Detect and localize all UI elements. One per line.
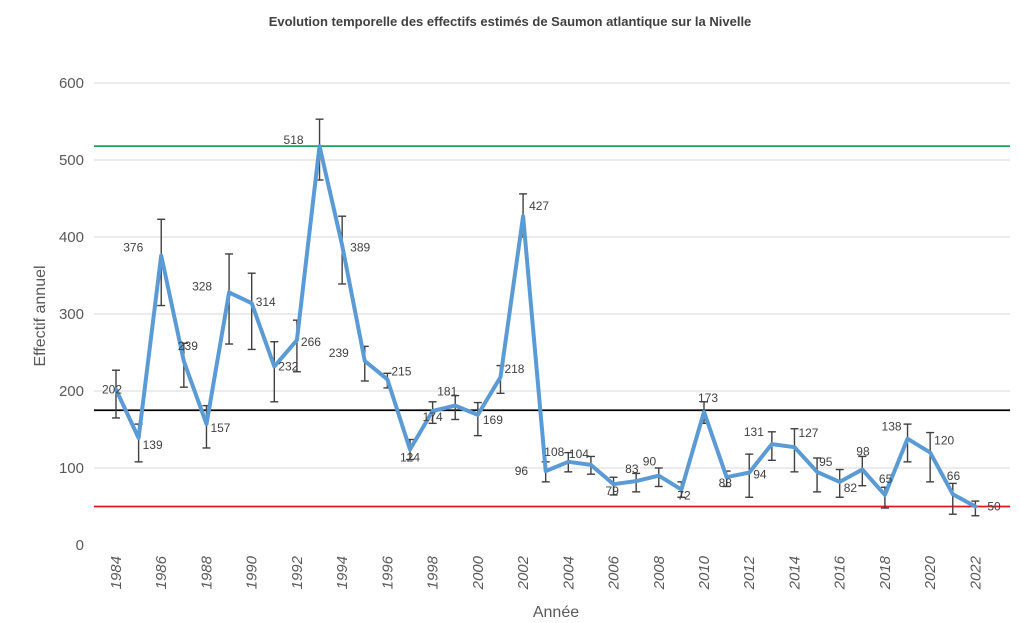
data-label: 215: [391, 364, 411, 378]
chart-title: Evolution temporelle des effectifs estim…: [269, 14, 752, 29]
data-label: 66: [947, 469, 961, 483]
data-label: 50: [987, 500, 1001, 514]
y-axis-ticks: 0 100 200 300 400 500 600: [59, 75, 84, 554]
data-label: 328: [192, 279, 212, 293]
data-label: 72: [677, 489, 691, 503]
x-tick-label: 2002: [515, 555, 532, 590]
data-label: 83: [625, 462, 639, 476]
x-tick-label: 2010: [696, 555, 713, 590]
x-tick-label: 2020: [922, 555, 939, 590]
y-tick-label: 600: [59, 75, 84, 92]
data-label: 108: [544, 445, 564, 459]
x-tick-label: 2008: [651, 555, 668, 590]
y-tick-label: 200: [59, 383, 84, 400]
y-tick-label: 300: [59, 306, 84, 323]
data-label: 174: [423, 410, 443, 424]
x-tick-label: 2006: [606, 555, 623, 590]
x-tick-label: 1994: [334, 556, 351, 589]
y-axis-title: Effectif annuel: [32, 265, 49, 366]
data-label: 518: [284, 133, 304, 147]
x-tick-label: 2000: [470, 555, 487, 590]
data-label: 389: [350, 240, 370, 254]
x-tick-label: 2022: [967, 555, 984, 590]
data-label: 314: [256, 295, 276, 309]
data-label: 90: [643, 455, 657, 469]
x-tick-label: 2004: [560, 556, 577, 590]
y-tick-label: 100: [59, 460, 84, 477]
y-tick-label: 0: [76, 537, 84, 554]
data-label: 124: [400, 451, 420, 465]
x-tick-label: 1990: [244, 555, 261, 589]
data-label: 131: [744, 425, 764, 439]
y-tick-label: 500: [59, 152, 84, 169]
data-label: 95: [819, 455, 833, 469]
x-tick-label: 1986: [153, 555, 170, 589]
x-tick-label: 1988: [198, 555, 215, 589]
data-label: 202: [102, 382, 122, 396]
x-tick-label: 2014: [786, 556, 803, 590]
x-tick-label: 2012: [741, 555, 758, 590]
data-label: 120: [934, 434, 954, 448]
data-label: 427: [529, 199, 549, 213]
data-label: 65: [879, 472, 893, 486]
data-label: 127: [798, 426, 818, 440]
data-label: 138: [882, 420, 902, 434]
gridlines: [94, 82, 1010, 469]
y-tick-label: 400: [59, 229, 84, 246]
data-label: 96: [515, 464, 529, 478]
data-label: 98: [856, 445, 870, 459]
data-label: 218: [504, 362, 524, 376]
data-label: 181: [437, 385, 457, 399]
x-tick-label: 1998: [425, 555, 442, 589]
data-label: 82: [844, 481, 858, 495]
data-label: 104: [569, 447, 589, 461]
data-label: 266: [301, 335, 321, 349]
x-tick-label: 2016: [832, 555, 849, 590]
data-label: 79: [606, 484, 620, 498]
data-label: 94: [753, 468, 767, 482]
x-tick-label: 1984: [108, 556, 125, 589]
reference-lines: [94, 145, 1010, 508]
series-line: [114, 144, 978, 509]
data-label: 376: [123, 240, 143, 254]
data-label: 239: [178, 339, 198, 353]
x-axis-title: Année: [533, 604, 579, 621]
x-tick-label: 1992: [289, 555, 306, 589]
data-label: 239: [329, 346, 349, 360]
data-label: 169: [483, 413, 503, 427]
data-label: 139: [143, 438, 163, 452]
x-axis-ticks: 1984 1986 1988 1990 1992 1994 1996 1998 2000 2002…: [108, 555, 984, 590]
series-lines: [114, 144, 978, 509]
data-label: 157: [210, 421, 230, 435]
data-label: 173: [698, 391, 718, 405]
x-tick-label: 1996: [379, 555, 396, 589]
data-label: 232: [278, 359, 298, 373]
x-tick-label: 2018: [877, 555, 894, 590]
data-label: 88: [719, 476, 733, 490]
